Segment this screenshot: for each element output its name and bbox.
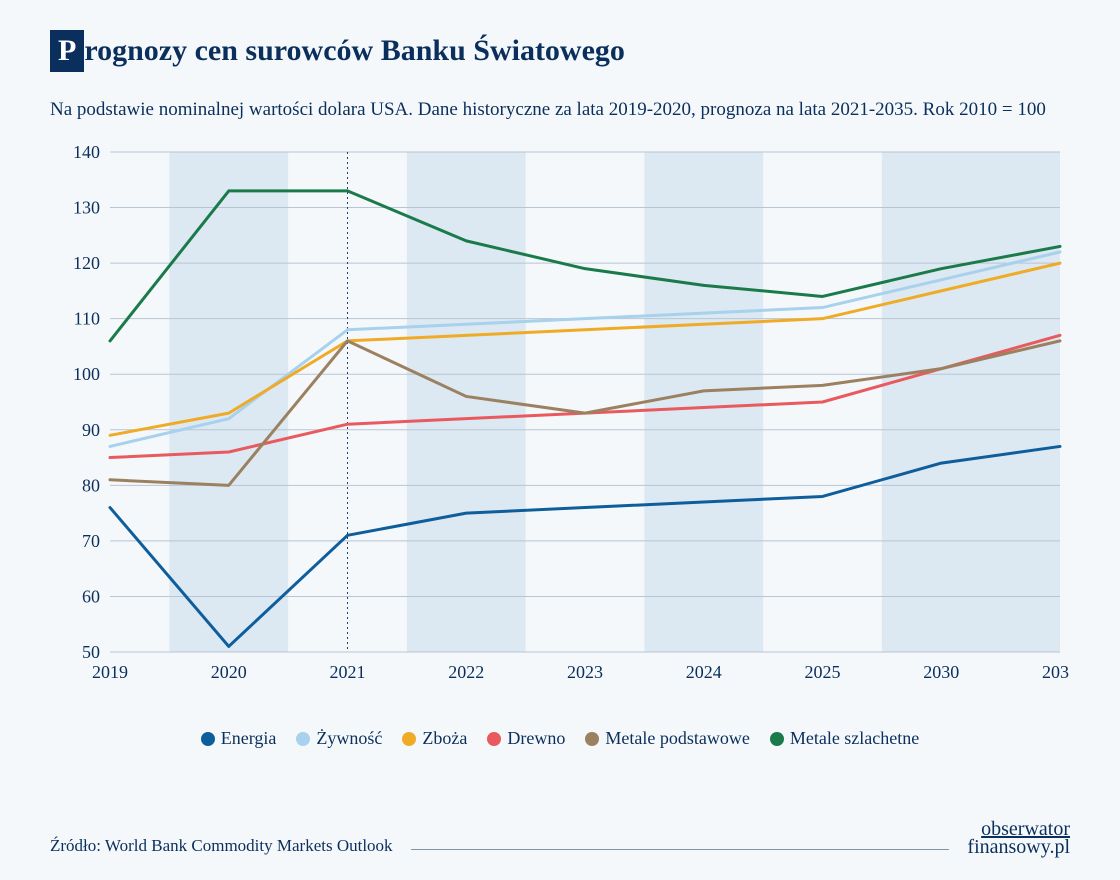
svg-text:70: 70 xyxy=(82,530,100,550)
publisher-logo: obserwator finansowy.pl xyxy=(967,820,1070,856)
svg-text:2022: 2022 xyxy=(448,662,484,682)
svg-text:120: 120 xyxy=(73,253,100,273)
svg-text:80: 80 xyxy=(82,475,100,495)
svg-text:2035: 2035 xyxy=(1042,662,1070,682)
legend-item: Żywność xyxy=(296,728,382,749)
legend-dot-icon xyxy=(201,732,215,746)
logo-line-2: finansowy.pl xyxy=(967,838,1070,856)
svg-text:50: 50 xyxy=(82,642,100,662)
legend-dot-icon xyxy=(402,732,416,746)
footer-divider xyxy=(411,849,950,850)
svg-text:2021: 2021 xyxy=(330,662,366,682)
legend-item: Energia xyxy=(201,728,277,749)
legend-label: Metale podstawowe xyxy=(605,728,749,748)
svg-text:2030: 2030 xyxy=(923,662,959,682)
svg-text:60: 60 xyxy=(82,586,100,606)
line-chart: 50 60 70 80 90 100 110 120 130 140 2019 2020 2021 202… xyxy=(50,142,1070,722)
legend-label: Żywność xyxy=(316,728,382,748)
svg-text:2024: 2024 xyxy=(686,662,722,682)
legend-dot-icon xyxy=(770,732,784,746)
svg-text:2019: 2019 xyxy=(92,662,128,682)
svg-text:2025: 2025 xyxy=(805,662,841,682)
legend-label: Zboża xyxy=(422,728,467,748)
svg-text:2023: 2023 xyxy=(567,662,603,682)
legend-dot-icon xyxy=(585,732,599,746)
chart-title: Prognozy cen surowców Banku Światowego xyxy=(50,30,1070,72)
legend-dot-icon xyxy=(296,732,310,746)
source-text: Źródło: World Bank Commodity Markets Out… xyxy=(50,836,393,856)
legend-item: Metale podstawowe xyxy=(585,728,749,749)
legend-item: Drewno xyxy=(487,728,565,749)
svg-text:100: 100 xyxy=(73,364,100,384)
chart-legend: Energia Żywność Zboża Drewno Metale podstawo… xyxy=(50,728,1070,749)
svg-text:130: 130 xyxy=(73,197,100,217)
legend-label: Drewno xyxy=(507,728,565,748)
legend-label: Energia xyxy=(221,728,277,748)
svg-text:110: 110 xyxy=(74,308,100,328)
legend-item: Zboża xyxy=(402,728,467,749)
title-dropcap: P xyxy=(50,30,84,72)
chart-subtitle: Na podstawie nominalnej wartości dolara … xyxy=(50,96,1070,124)
svg-text:140: 140 xyxy=(73,142,100,162)
svg-text:90: 90 xyxy=(82,419,100,439)
legend-item: Metale szlachetne xyxy=(770,728,919,749)
footer: Źródło: World Bank Commodity Markets Out… xyxy=(50,820,1070,856)
legend-label: Metale szlachetne xyxy=(790,728,919,748)
svg-text:2020: 2020 xyxy=(211,662,247,682)
title-text: rognozy cen surowców Banku Światowego xyxy=(84,34,625,67)
legend-dot-icon xyxy=(487,732,501,746)
